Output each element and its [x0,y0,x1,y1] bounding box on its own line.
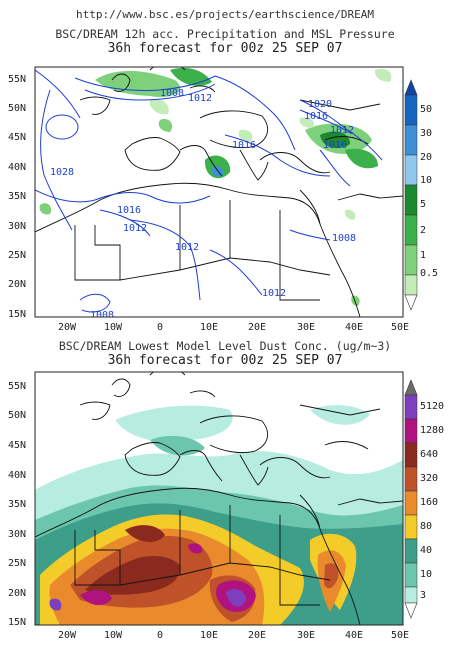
svg-text:20E: 20E [248,322,266,333]
precip-colorbar-label: 30 [420,128,432,139]
precip-title: BSC/DREAM 12h acc. Precipitation and MSL… [55,27,395,41]
precip-subtitle: 36h forecast for 00z 25 SEP 07 [107,41,343,56]
svg-text:1012: 1012 [262,288,286,299]
svg-text:40E: 40E [345,322,363,333]
svg-text:10W: 10W [104,322,123,333]
precip-colorbar-top-arrow [404,79,418,96]
svg-text:1008: 1008 [332,233,356,244]
precip-lat-axis: 55N 50N 45N 40N 35N 30N 25N 20N 15N [8,74,26,320]
precip-color-step [404,244,418,276]
svg-text:1008: 1008 [160,88,184,99]
svg-text:40N: 40N [8,162,26,173]
svg-text:15N: 15N [8,309,26,320]
precip-lon-axis: 20W 10W 0 10E 20E 30E 40E 50E [58,322,409,333]
isobar-labels: 1008 1012 1028 1016 1020 1016 1012 1016 … [50,88,356,321]
precip-colorbar: 50 30 20 10 5 2 1 0.5 [404,79,438,311]
precip-color-step [404,274,418,296]
precip-color-step [404,94,418,126]
svg-text:1028: 1028 [50,167,74,178]
svg-text:1016: 1016 [323,140,347,151]
source-url: http://www.bsc.es/projects/earthscience/… [75,8,374,21]
svg-text:20W: 20W [58,322,77,333]
svg-text:30E: 30E [297,322,315,333]
precip-color-step [404,154,418,186]
precip-colorbar-label: 0.5 [420,268,438,279]
svg-text:1016: 1016 [117,205,141,216]
precip-map-frame [34,66,404,318]
svg-text:1012: 1012 [188,93,212,104]
svg-text:1020: 1020 [308,99,332,110]
dust-subtitle: 36h forecast for 00z 25 SEP 07 [107,353,343,368]
precip-colorbar-bottom-arrow [404,294,418,311]
precip-map-area [35,67,403,317]
svg-text:55N: 55N [8,74,26,85]
svg-text:45N: 45N [8,132,26,143]
svg-text:1008: 1008 [90,310,114,321]
svg-text:10E: 10E [200,322,218,333]
precip-color-step [404,184,418,216]
precip-colorbar-label: 10 [420,175,432,186]
precip-colorbar-label: 20 [420,152,432,163]
svg-text:1016: 1016 [232,140,256,151]
svg-text:25N: 25N [8,250,26,261]
precip-coastlines [35,67,403,317]
precip-colorbar-label: 5 [420,199,426,210]
precip-color-step [404,214,418,246]
precip-colorbar-label: 1 [420,250,426,261]
svg-text:20N: 20N [8,279,26,290]
svg-text:1012: 1012 [175,242,199,253]
svg-text:1012: 1012 [330,125,354,136]
svg-text:1016: 1016 [304,111,328,122]
precip-colorbar-label: 50 [420,104,432,115]
isobars [35,69,383,313]
svg-text:50N: 50N [8,103,26,114]
svg-text:1012: 1012 [123,223,147,234]
svg-text:0: 0 [157,322,163,333]
precip-colorbar-label: 2 [420,225,426,236]
svg-text:35N: 35N [8,191,26,202]
precip-color-step [404,124,418,156]
dust-title: BSC/DREAM Lowest Model Level Dust Conc. … [58,339,392,353]
svg-text:30N: 30N [8,221,26,232]
svg-text:50E: 50E [391,322,409,333]
